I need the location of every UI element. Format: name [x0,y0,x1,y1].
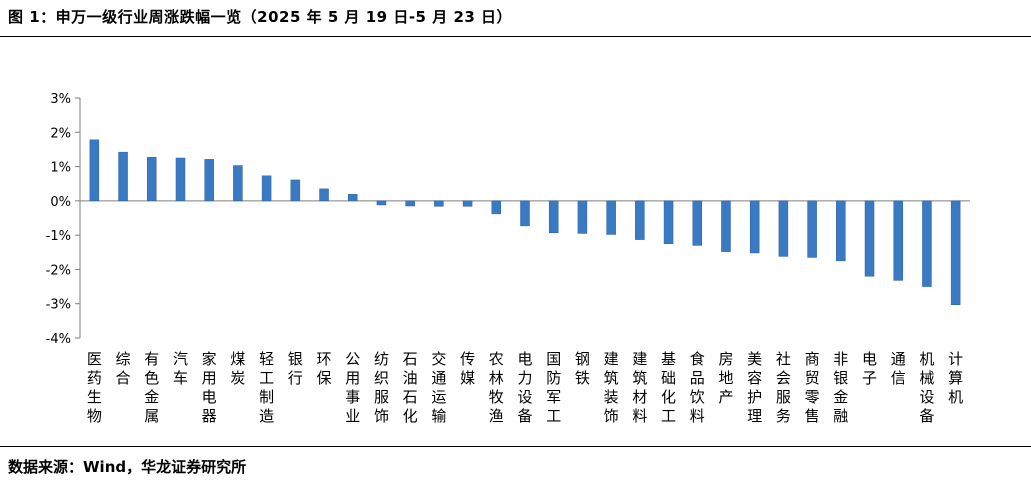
category-label: 机械设备 [919,350,934,425]
category-label: 家用电器 [202,350,217,425]
figure-title: 图 1：申万一级行业周涨跌幅一览（2025 年 5 月 19 日-5 月 23 … [8,8,513,26]
category-label: 煤炭 [230,350,245,387]
bar [434,200,444,207]
bar [635,200,645,240]
category-label: 石油石化 [403,350,418,425]
bar [491,200,502,215]
bar [290,179,301,202]
bar [147,157,157,202]
category-label: 钢铁 [575,350,590,387]
bar [233,165,243,202]
y-tick-label: 3% [50,92,71,107]
bar [807,200,817,258]
y-tick-label: 2% [50,126,71,141]
category-label: 建筑材料 [632,350,647,425]
category-label: 美容护理 [747,350,762,425]
category-label: 交通运输 [431,350,446,425]
source-note: 数据来源：Wind，华龙证券研究所 [8,458,247,476]
category-label: 电力设备 [517,350,532,425]
bar [663,200,674,244]
bar [204,159,214,202]
bar [319,188,329,202]
bar [692,200,703,246]
category-label: 商贸零售 [805,350,820,425]
bar [721,200,731,252]
category-label: 计算机 [948,350,963,406]
category-label: 环保 [317,350,332,387]
bar [950,200,961,305]
bar [922,200,932,287]
category-label: 食品饮料 [690,350,705,425]
bar [749,200,760,254]
bar [89,139,100,202]
category-label: 基础化工 [661,350,676,425]
category-label: 传媒 [460,350,475,387]
bar [462,200,473,207]
bar [836,200,846,262]
bar [893,200,903,281]
bar [175,157,186,202]
category-label: 汽车 [173,350,188,387]
y-tick-label: 0% [50,195,71,210]
category-label: 纺织服饰 [374,350,389,425]
bar [548,200,559,233]
category-label: 社会服务 [776,350,791,425]
category-label: 综合 [116,350,131,387]
category-label: 农林牧渔 [489,350,504,425]
category-label: 医药生物 [87,350,102,425]
bar [778,200,789,257]
category-label: 电子 [862,350,877,387]
bar [261,175,272,202]
bar [864,200,875,277]
top-rule [0,36,1031,37]
category-label: 银行 [288,350,303,387]
bar [577,200,588,234]
bar [405,200,415,207]
y-tick-label: -1% [46,229,71,244]
y-tick-label: -3% [46,298,71,313]
bar [376,200,387,206]
category-label: 轻工制造 [259,350,274,425]
bar [118,151,128,202]
industry-weekly-change-chart: 3% 2% 1% 0% -1% -2% -3% -4% 医药生物综合有色金属汽车家用电器煤炭轻工… [46,92,970,425]
category-label: 房地产 [718,350,733,406]
category-label: 有色金属 [144,350,159,425]
category-label: 非银金融 [833,350,848,425]
y-tick-label: -2% [46,263,71,278]
bar [606,200,616,235]
category-label: 通信 [891,350,906,387]
category-label: 公用事业 [345,350,360,425]
bottom-rule [0,446,1031,447]
category-label: 国防军工 [546,350,561,425]
y-tick-label: -4% [46,332,71,347]
y-tick-label: 1% [50,161,71,176]
bar [347,194,358,202]
category-label: 建筑装饰 [604,350,619,425]
bar [520,200,530,227]
